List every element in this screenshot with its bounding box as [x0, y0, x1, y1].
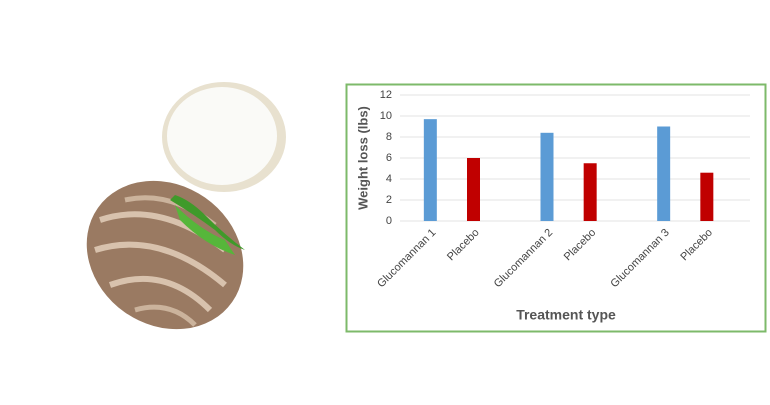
y-tick-label: 8 — [386, 131, 392, 143]
bar — [657, 126, 671, 221]
chart-frame — [345, 83, 767, 333]
bar — [700, 172, 714, 221]
y-tick-label: 2 — [386, 194, 392, 206]
konjac-image — [86, 82, 286, 330]
y-tick-label: 0 — [386, 215, 392, 227]
y-axis-title: Weight loss (lbs) — [355, 106, 370, 210]
bar — [467, 158, 480, 221]
bar — [540, 132, 554, 221]
y-tick-label: 12 — [380, 89, 392, 101]
y-tick-label: 10 — [380, 110, 392, 122]
y-tick-label: 4 — [386, 173, 392, 185]
x-axis-title: Treatment type — [516, 307, 616, 323]
bar — [423, 119, 437, 221]
y-tick-label: 6 — [386, 152, 392, 164]
bar — [583, 163, 597, 221]
